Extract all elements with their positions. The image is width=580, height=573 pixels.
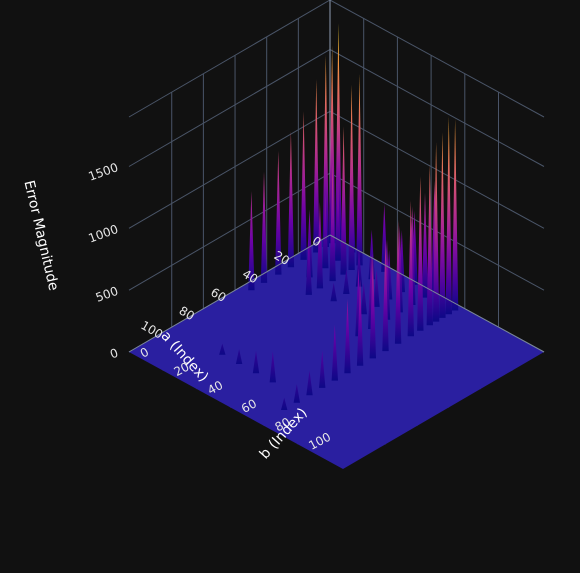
spike-mark: [417, 176, 424, 331]
spike-mark: [252, 350, 260, 374]
spike-mark: [329, 163, 336, 282]
z-tick-label: 1000: [87, 222, 120, 246]
spike-mark: [369, 253, 376, 359]
a-tick-label: 20: [272, 248, 292, 268]
spike-mark: [306, 370, 313, 396]
b-tick-label: 80: [273, 415, 293, 435]
spike-mark: [421, 192, 429, 298]
spike-mark: [355, 249, 363, 287]
spike-mark: [287, 131, 295, 268]
z-tick-label: 1500: [87, 160, 120, 184]
spike-mark: [269, 351, 276, 383]
spike-mark: [248, 191, 255, 291]
spike-mark: [316, 201, 324, 289]
spike-mark: [313, 79, 320, 253]
spike-mark: [293, 384, 300, 403]
spike-mark: [360, 283, 367, 315]
spike-mark: [322, 55, 329, 247]
spike-mark: [348, 84, 355, 270]
spike-mark: [451, 118, 459, 311]
spike-mark: [356, 279, 364, 366]
b-tick-label: 60: [239, 396, 259, 416]
grid-line: [128, 0, 545, 118]
spike-mark: [439, 132, 446, 318]
spike-mark: [356, 73, 363, 266]
a-tick-label: 80: [177, 304, 197, 324]
spike-mark: [394, 220, 402, 344]
a-tick-label: 40: [240, 267, 260, 287]
spike-mark: [330, 282, 337, 302]
axis-line: [329, 234, 545, 353]
axis-line: [128, 234, 331, 353]
z-tick-label: 0: [108, 346, 120, 362]
spike-mark: [300, 111, 307, 260]
spike-mark: [305, 239, 312, 295]
b-tick-label: 40: [205, 378, 225, 398]
spike-mark: [432, 142, 440, 322]
spike-mark: [382, 239, 389, 352]
spike-mark: [260, 171, 268, 283]
z-tick-label: 500: [94, 284, 120, 305]
spike-mark: [445, 116, 452, 315]
a-tick-label: 60: [208, 285, 228, 305]
spike-mark: [219, 343, 226, 355]
spike-mark: [407, 200, 414, 337]
spike-mark: [426, 164, 433, 326]
spike-mark: [235, 349, 243, 364]
surface-floor: [129, 235, 544, 469]
b-tick-label: 20: [172, 360, 192, 380]
spike-mark: [281, 397, 288, 410]
spike-mark: [335, 23, 342, 240]
spike-mark: [343, 269, 350, 294]
spike-mark: [340, 126, 347, 275]
spike-mark: [319, 350, 326, 388]
spike-mark: [331, 324, 338, 381]
spike-mark: [328, 45, 336, 244]
spike-mark: [368, 229, 375, 280]
spike-mark: [373, 269, 380, 307]
spike-mark: [322, 194, 329, 269]
spike-mark: [275, 150, 282, 275]
z-axis-title: Error Magnitude: [20, 179, 61, 292]
spike-mark: [344, 299, 351, 374]
